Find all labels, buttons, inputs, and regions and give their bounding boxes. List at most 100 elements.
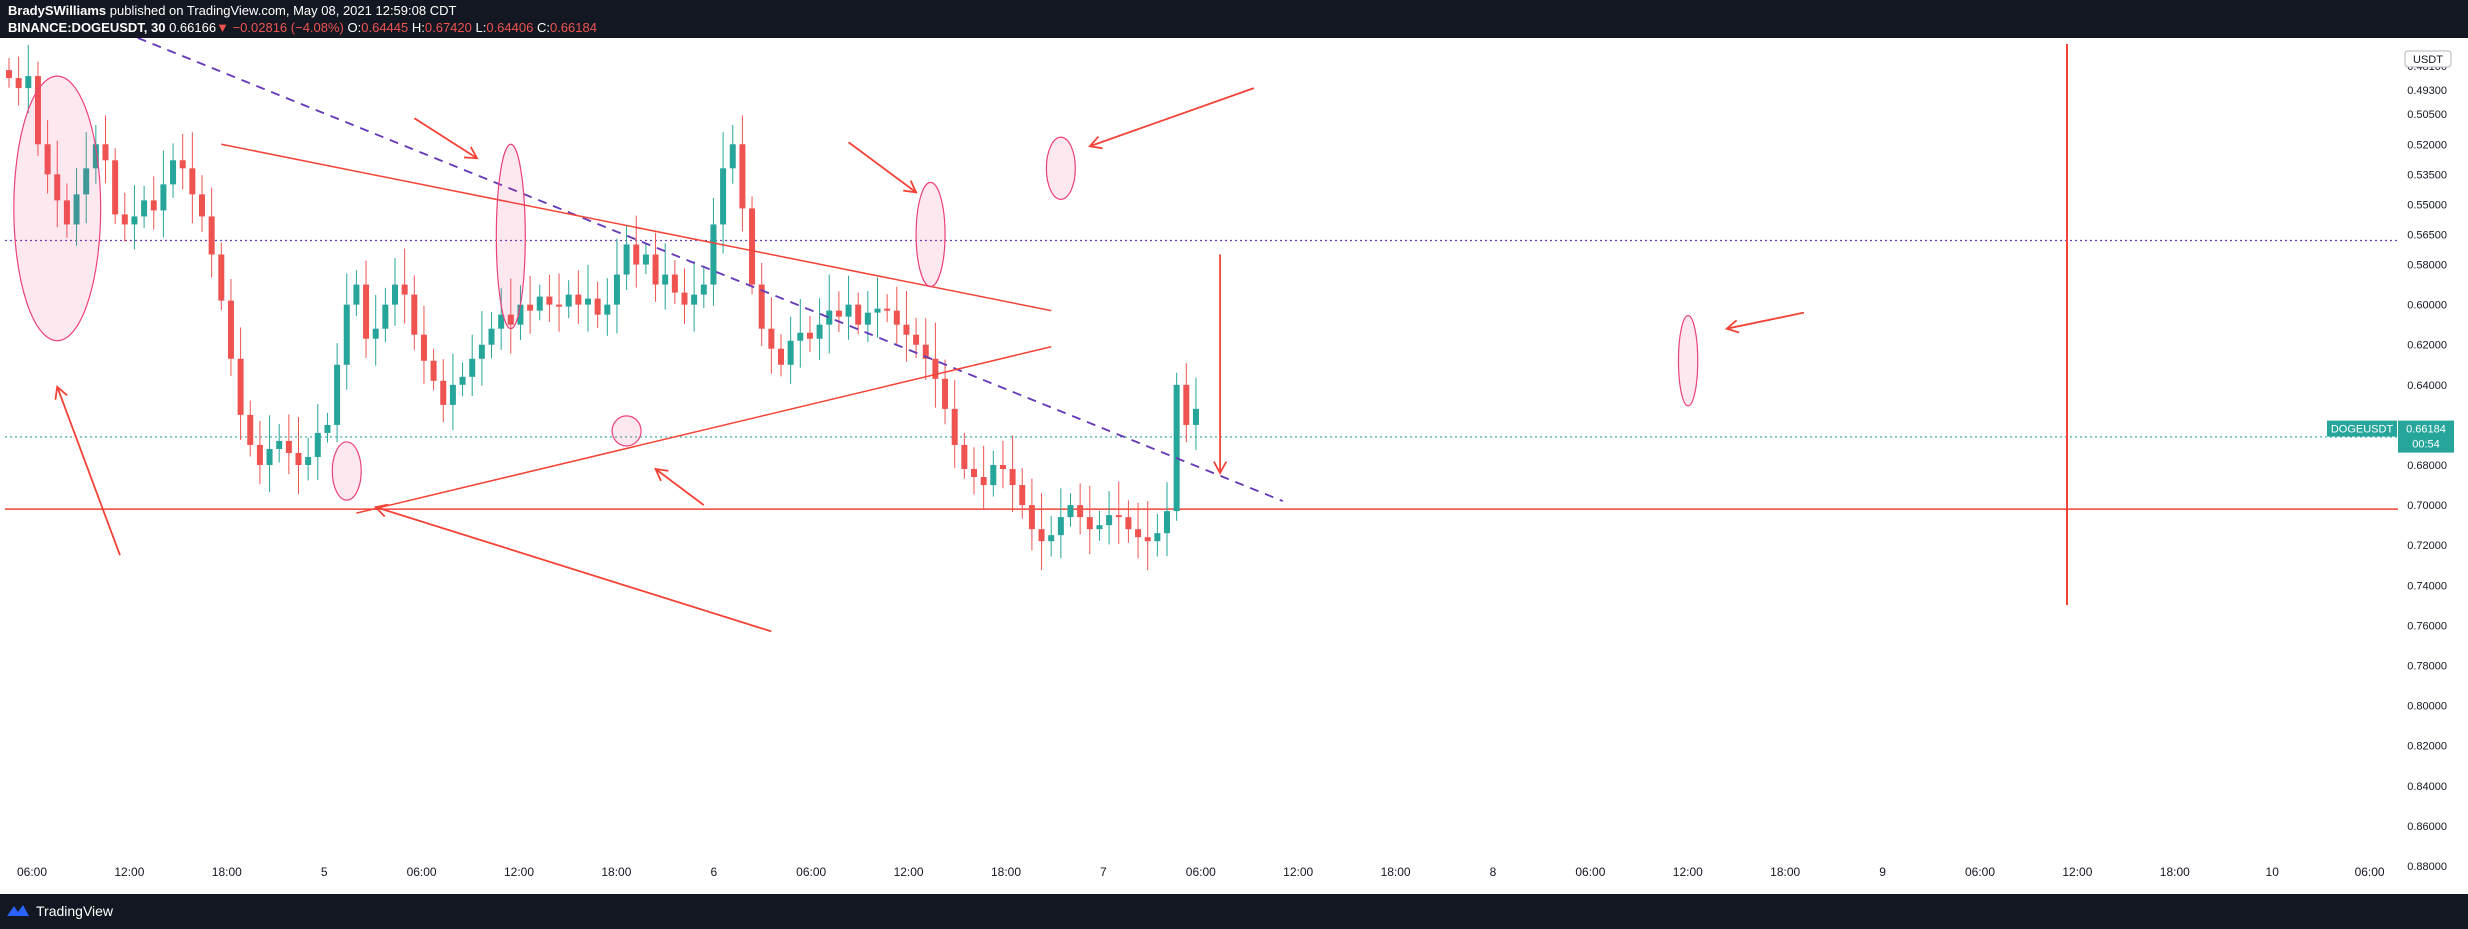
arrow-drawing-5[interactable] [1088, 87, 1255, 150]
candle-body[interactable] [420, 334, 427, 361]
tradingview-logo-icon[interactable] [6, 902, 30, 918]
candle-body[interactable] [276, 440, 283, 449]
price-axis[interactable] [2398, 38, 2468, 894]
candle-body[interactable] [44, 144, 51, 175]
candle-body[interactable] [314, 432, 321, 457]
candle-body[interactable] [1164, 511, 1170, 534]
candle-body[interactable] [826, 310, 833, 325]
highlight-ellipse-0[interactable] [13, 75, 102, 342]
candle-body[interactable] [835, 310, 842, 317]
candle-body[interactable] [816, 324, 823, 339]
candle-body[interactable] [855, 304, 862, 325]
candle-body[interactable] [990, 465, 997, 486]
last-price-tag-box[interactable] [2398, 420, 2454, 453]
candle-body[interactable] [141, 200, 148, 217]
candle-body[interactable] [1086, 517, 1093, 530]
candle-body[interactable] [623, 244, 630, 275]
candle-body[interactable] [15, 78, 22, 89]
highlight-ellipse-1[interactable] [495, 143, 526, 330]
highlight-ellipse-5[interactable] [1045, 136, 1076, 200]
author-name[interactable]: BradySWilliams [8, 3, 107, 18]
candle-body[interactable] [517, 304, 524, 325]
candle-body[interactable] [1028, 505, 1035, 530]
candle-body[interactable] [681, 292, 688, 305]
candle-body[interactable] [170, 160, 177, 185]
arrow-drawing-1[interactable] [413, 117, 479, 160]
candle-body[interactable] [218, 254, 225, 301]
candle-body[interactable] [324, 424, 331, 433]
candle-body[interactable] [613, 274, 620, 305]
candle-body[interactable] [199, 194, 205, 217]
highlight-ellipse-6[interactable] [1677, 315, 1699, 407]
candle-body[interactable] [150, 200, 157, 211]
candle-body[interactable] [884, 308, 891, 311]
candle-body[interactable] [778, 348, 784, 365]
arrow-drawing-7[interactable] [1724, 311, 1805, 334]
candle-body[interactable] [720, 168, 727, 225]
candle-body[interactable] [575, 294, 582, 305]
arrow-drawing-0[interactable] [54, 385, 121, 556]
candle-body[interactable] [565, 294, 572, 307]
candle-body[interactable] [102, 144, 109, 161]
candle-body[interactable] [700, 284, 707, 295]
candle-body[interactable] [903, 324, 910, 335]
candle-body[interactable] [662, 274, 669, 285]
candle-body[interactable] [633, 244, 640, 265]
candle-body[interactable] [864, 312, 871, 325]
candle-body[interactable] [999, 465, 1006, 470]
candle-body[interactable] [189, 168, 196, 195]
candle-body[interactable] [112, 160, 119, 215]
candle-body[interactable] [411, 294, 418, 335]
candle-body[interactable] [874, 308, 881, 313]
arrow-drawing-3[interactable] [654, 467, 705, 506]
candle-body[interactable] [768, 328, 775, 349]
trendline-0[interactable] [4, 0, 1284, 502]
candle-body[interactable] [449, 384, 456, 405]
candle-body[interactable] [951, 408, 958, 445]
candle-body[interactable] [160, 184, 167, 211]
candle-body[interactable] [652, 254, 659, 285]
candle-body[interactable] [343, 304, 350, 365]
candle-body[interactable] [92, 144, 99, 169]
candle-body[interactable] [691, 294, 698, 305]
candle-body[interactable] [285, 440, 292, 453]
highlight-ellipse-4[interactable] [915, 181, 946, 288]
candle-body[interactable] [806, 332, 813, 339]
candle-body[interactable] [671, 274, 678, 293]
candle-body[interactable] [121, 214, 128, 225]
candle-body[interactable] [1144, 537, 1151, 542]
candle-body[interactable] [334, 364, 341, 425]
candle-body[interactable] [942, 378, 949, 409]
candle-body[interactable] [34, 76, 41, 145]
candle-body[interactable] [478, 344, 485, 359]
trendline-2[interactable] [356, 346, 1052, 514]
candle-body[interactable] [266, 448, 273, 466]
trendline-1[interactable] [221, 143, 1052, 312]
candle-body[interactable] [556, 304, 563, 307]
candle-body[interactable] [353, 284, 360, 305]
candle-body[interactable] [1096, 525, 1103, 530]
candle-body[interactable] [131, 216, 138, 225]
candle-body[interactable] [1173, 384, 1180, 512]
candle-body[interactable] [6, 70, 12, 79]
currency-badge[interactable]: USDT [2404, 50, 2452, 68]
candle-body[interactable] [1154, 533, 1161, 542]
candle-body[interactable] [932, 358, 939, 379]
candle-body[interactable] [980, 477, 987, 486]
candle-body[interactable] [363, 284, 370, 339]
candle-body[interactable] [710, 224, 717, 285]
candle-body[interactable] [507, 314, 514, 325]
candle-body[interactable] [1135, 529, 1142, 538]
candle-body[interactable] [787, 340, 794, 365]
candle-body[interactable] [73, 194, 80, 225]
candle-body[interactable] [1125, 517, 1132, 530]
candle-body[interactable] [893, 310, 900, 325]
candle-body[interactable] [1115, 515, 1122, 518]
candle-body[interactable] [54, 174, 61, 201]
candle-body[interactable] [739, 144, 746, 209]
candle-body[interactable] [1019, 485, 1026, 506]
candle-body[interactable] [237, 358, 244, 415]
candle-body[interactable] [604, 304, 611, 315]
candle-body[interactable] [247, 414, 254, 445]
